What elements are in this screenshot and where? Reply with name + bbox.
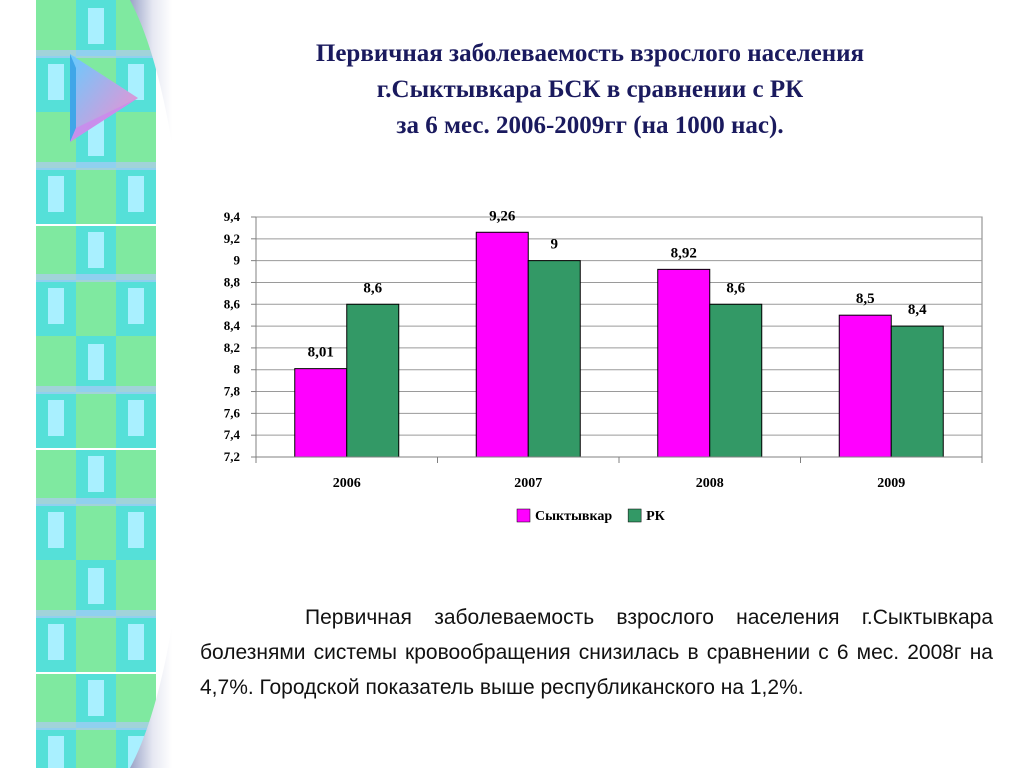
x-tick-label: 2008: [696, 476, 724, 491]
y-tick-label: 9: [234, 253, 241, 268]
triangle-arrow-icon: [70, 54, 138, 142]
bars: [294, 231, 944, 458]
y-tick-label: 8,2: [224, 340, 240, 355]
bar: [890, 325, 944, 458]
bar-value-label: 8,6: [726, 280, 745, 296]
y-tick-label: 9,4: [224, 209, 241, 224]
bar-value-label: 8,92: [671, 245, 697, 261]
bar: [346, 303, 400, 458]
y-tick-label: 7,8: [224, 384, 241, 399]
slide-title: Первичная заболеваемость взрослого насел…: [175, 36, 1005, 144]
summary-paragraph: Первичная заболеваемость взрослого насел…: [200, 606, 993, 699]
legend-swatch: [516, 508, 531, 523]
bar: [475, 231, 529, 458]
decorative-side-strip: [0, 0, 195, 768]
y-tick-label: 8: [234, 362, 241, 377]
x-tick-label: 2007: [514, 476, 542, 491]
y-tick-label: 7,2: [224, 449, 240, 464]
bar-value-label: 8,5: [856, 291, 875, 307]
y-tick-label: 7,4: [224, 427, 241, 442]
y-tick-label: 9,2: [224, 231, 240, 246]
x-tick-label: 2006: [333, 476, 361, 491]
title-line-1: Первичная заболеваемость взрослого насел…: [315, 40, 865, 67]
bar-value-label: 8,01: [308, 345, 334, 361]
bar: [527, 260, 581, 458]
bar: [838, 314, 892, 458]
y-tick-label: 8,6: [224, 296, 241, 311]
y-tick-label: 8,8: [224, 274, 241, 289]
bar-value-label: 8,6: [363, 280, 382, 296]
x-tick-label: 2009: [877, 476, 905, 491]
bar-value-label: 8,4: [908, 302, 927, 318]
legend-label: Сыктывкар: [535, 509, 612, 524]
y-tick-label: 8,4: [224, 318, 241, 333]
title-line-2: г.Сыктывкара БСК в сравнении с РК: [376, 76, 804, 103]
title-line-3: за 6 мес. 2006-2009гг (на 1000 нас).: [396, 112, 784, 139]
bar: [294, 368, 348, 458]
bar-value-label: 9: [551, 237, 559, 253]
data-labels: 8,01 8,6 9,26 9 8,92 8,6 8,5 8,4: [308, 208, 928, 360]
axes: 7,2 7,4 7,6 7,8 8 8,2 8,4 8,6 8,8 9 9,2 9,4 2006 2007…: [224, 209, 983, 491]
legend-label: РК: [646, 509, 666, 524]
legend-swatch: [627, 508, 642, 523]
bar: [657, 268, 711, 458]
legend: Сыктывкар РК: [516, 508, 666, 524]
y-tick-label: 7,6: [224, 405, 241, 420]
bar-value-label: 9,26: [489, 208, 516, 224]
bar: [709, 303, 763, 458]
